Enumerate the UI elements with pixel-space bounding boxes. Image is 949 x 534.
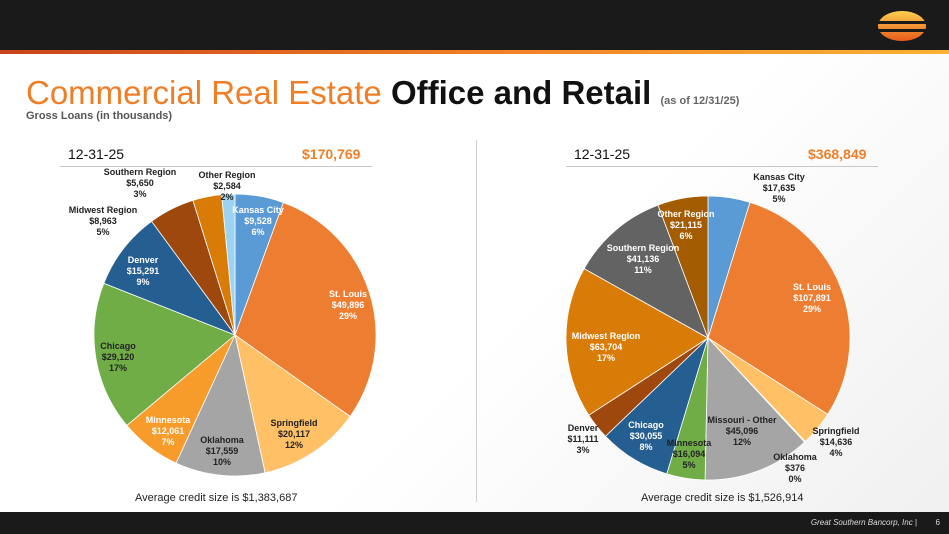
data-label-missouri-other: Missouri - Other $45,096 12% (707, 415, 777, 447)
pie-slice-other-region (221, 193, 236, 336)
data-label-denver: Denver $15,291 9% (127, 255, 160, 287)
data-label-southern-region: Southern Region $41,136 11% (607, 243, 680, 275)
data-label-kansas-city: Kansas City $9,528 6% (232, 205, 284, 237)
title-main: Commercial Real Estate (26, 74, 391, 111)
right-chart-date: 12-31-25 (574, 146, 631, 162)
left-chart-date: 12-31-25 (68, 146, 125, 162)
left-header-line (60, 166, 372, 167)
pie-slice-st-louis (234, 202, 377, 417)
pie-slice-oklahoma (175, 333, 266, 477)
data-label-kansas-city: Kansas City $17,635 5% (753, 172, 805, 204)
data-label-other-region: Other Region $2,584 2% (198, 170, 255, 202)
pie-slice-midwest-region (565, 268, 709, 416)
data-label-minnesota: Minnesota $16,094 5% (667, 438, 712, 470)
data-label-chicago: Chicago $29,120 17% (100, 341, 136, 373)
left-chart-total: $170,769 (302, 146, 361, 162)
data-label-midwest-region: Midwest Region $8,963 5% (69, 205, 138, 237)
footer-company: Great Southern Bancorp, Inc | (810, 518, 917, 527)
left-average-credit-note: Average credit size is $1,383,687 (135, 492, 298, 504)
top-bar-accent-line (0, 50, 949, 54)
pie-slice-missouri-other (704, 337, 806, 481)
data-label-chicago: Chicago $30,055 8% (628, 420, 664, 452)
data-label-southern-region: Southern Region $5,650 3% (104, 167, 177, 199)
right-average-credit-note: Average credit size is $1,526,914 (641, 492, 804, 504)
data-label-springfield: Springfield $14,636 4% (813, 426, 860, 458)
left-pie-chart: Kansas City $9,528 6% St. Louis $49,896 29% Sp… (69, 167, 377, 477)
title-bold: Office and Retail (390, 74, 652, 111)
pie-slice-southern-region (583, 204, 709, 339)
pie-slice-other-region (657, 195, 709, 339)
pie-slice-chicago (93, 282, 236, 426)
right-pie-chart: Kansas City $17,635 5% St. Louis $107,891 29%… (565, 172, 860, 484)
data-label-st-louis: St. Louis $107,891 29% (793, 282, 831, 314)
data-label-oklahoma: Oklahoma $17,559 10% (200, 435, 245, 467)
pie-slice-denver (103, 220, 237, 336)
top-bar (0, 0, 949, 50)
data-label-springfield: Springfield $20,117 12% (271, 418, 318, 450)
title-as-of: (as of 12/31/25) (660, 95, 740, 107)
page-number: 6 (935, 518, 940, 527)
data-label-minnesota: Minnesota $12,061 7% (146, 415, 191, 447)
data-label-midwest-region: Midwest Region $63,704 17% (572, 331, 641, 363)
company-logo-icon (877, 11, 927, 41)
pie-slice-st-louis (707, 201, 851, 415)
right-header-line (566, 166, 878, 167)
pie-slice-springfield (234, 334, 351, 474)
data-label-denver: Denver $11,111 3% (567, 423, 598, 455)
data-label-oklahoma: Oklahoma $376 0% (773, 452, 818, 484)
page-subtitle: Gross Loans (in thousands) (26, 110, 173, 122)
data-label-other-region: Other Region $21,115 6% (657, 209, 714, 241)
chart-divider (476, 140, 477, 502)
data-label-st-louis: St. Louis $49,896 29% (329, 289, 367, 321)
page-title: Commercial Real Estate Office and Retail… (26, 74, 739, 112)
right-chart-total: $368,849 (808, 146, 867, 162)
footer-bar (0, 512, 949, 534)
